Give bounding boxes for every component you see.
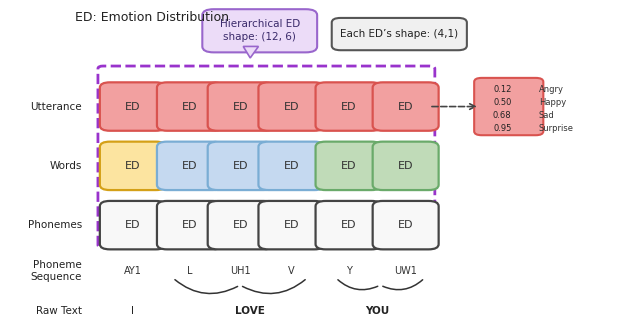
FancyBboxPatch shape [157,82,223,131]
Text: V: V [288,266,295,276]
Text: Y: Y [346,266,351,276]
Text: Phonemes: Phonemes [28,220,82,230]
Polygon shape [243,47,259,58]
FancyBboxPatch shape [259,201,324,249]
Text: ED: ED [340,161,356,171]
Text: LOVE: LOVE [236,306,265,316]
Text: UW1: UW1 [394,266,417,276]
Text: ED: ED [284,220,299,230]
Text: ED: ED [340,102,356,112]
Text: Raw Text: Raw Text [36,306,82,316]
FancyBboxPatch shape [202,9,317,52]
FancyBboxPatch shape [259,142,324,190]
Text: ED: Emotion Distribution: ED: Emotion Distribution [75,11,229,24]
Text: YOU: YOU [365,306,389,316]
Text: ED: ED [284,102,299,112]
Text: Happy: Happy [539,97,566,107]
Text: Utterance: Utterance [31,102,82,112]
FancyBboxPatch shape [474,78,543,135]
Text: ED: ED [125,220,141,230]
FancyBboxPatch shape [100,201,166,249]
FancyBboxPatch shape [372,142,438,190]
Text: 0.68: 0.68 [493,111,511,120]
Text: Hierarchical ED
shape: (12, 6): Hierarchical ED shape: (12, 6) [220,19,300,43]
Text: Surprise: Surprise [539,124,574,133]
FancyBboxPatch shape [157,201,223,249]
FancyBboxPatch shape [157,142,223,190]
Text: Sad: Sad [539,111,555,120]
FancyBboxPatch shape [100,142,166,190]
Text: ED: ED [125,102,141,112]
Text: ED: ED [284,161,299,171]
Text: AY1: AY1 [124,266,142,276]
FancyBboxPatch shape [100,82,166,131]
Text: I: I [131,306,134,316]
Text: ED: ED [398,220,413,230]
FancyBboxPatch shape [316,201,381,249]
Text: ED: ED [233,220,248,230]
Text: ED: ED [182,102,198,112]
Text: 0.95: 0.95 [493,124,511,133]
FancyBboxPatch shape [372,201,438,249]
FancyBboxPatch shape [316,82,381,131]
FancyBboxPatch shape [208,201,274,249]
Text: L: L [187,266,193,276]
Text: Each ED’s shape: (4,1): Each ED’s shape: (4,1) [340,29,458,39]
FancyBboxPatch shape [208,142,274,190]
Text: Words: Words [50,161,82,171]
Text: Angry: Angry [539,85,564,93]
FancyBboxPatch shape [372,82,438,131]
FancyBboxPatch shape [259,82,324,131]
Text: 0.12: 0.12 [493,85,511,93]
Text: ED: ED [182,161,198,171]
Text: ED: ED [233,161,248,171]
Text: UH1: UH1 [230,266,251,276]
FancyBboxPatch shape [332,18,467,50]
Text: ED: ED [233,102,248,112]
Text: Phoneme
Sequence: Phoneme Sequence [31,260,82,282]
Text: ED: ED [398,161,413,171]
FancyBboxPatch shape [208,82,274,131]
Text: ED: ED [340,220,356,230]
FancyBboxPatch shape [316,142,381,190]
Text: 0.50: 0.50 [493,97,511,107]
Text: ED: ED [182,220,198,230]
Text: ED: ED [125,161,141,171]
Text: ED: ED [398,102,413,112]
